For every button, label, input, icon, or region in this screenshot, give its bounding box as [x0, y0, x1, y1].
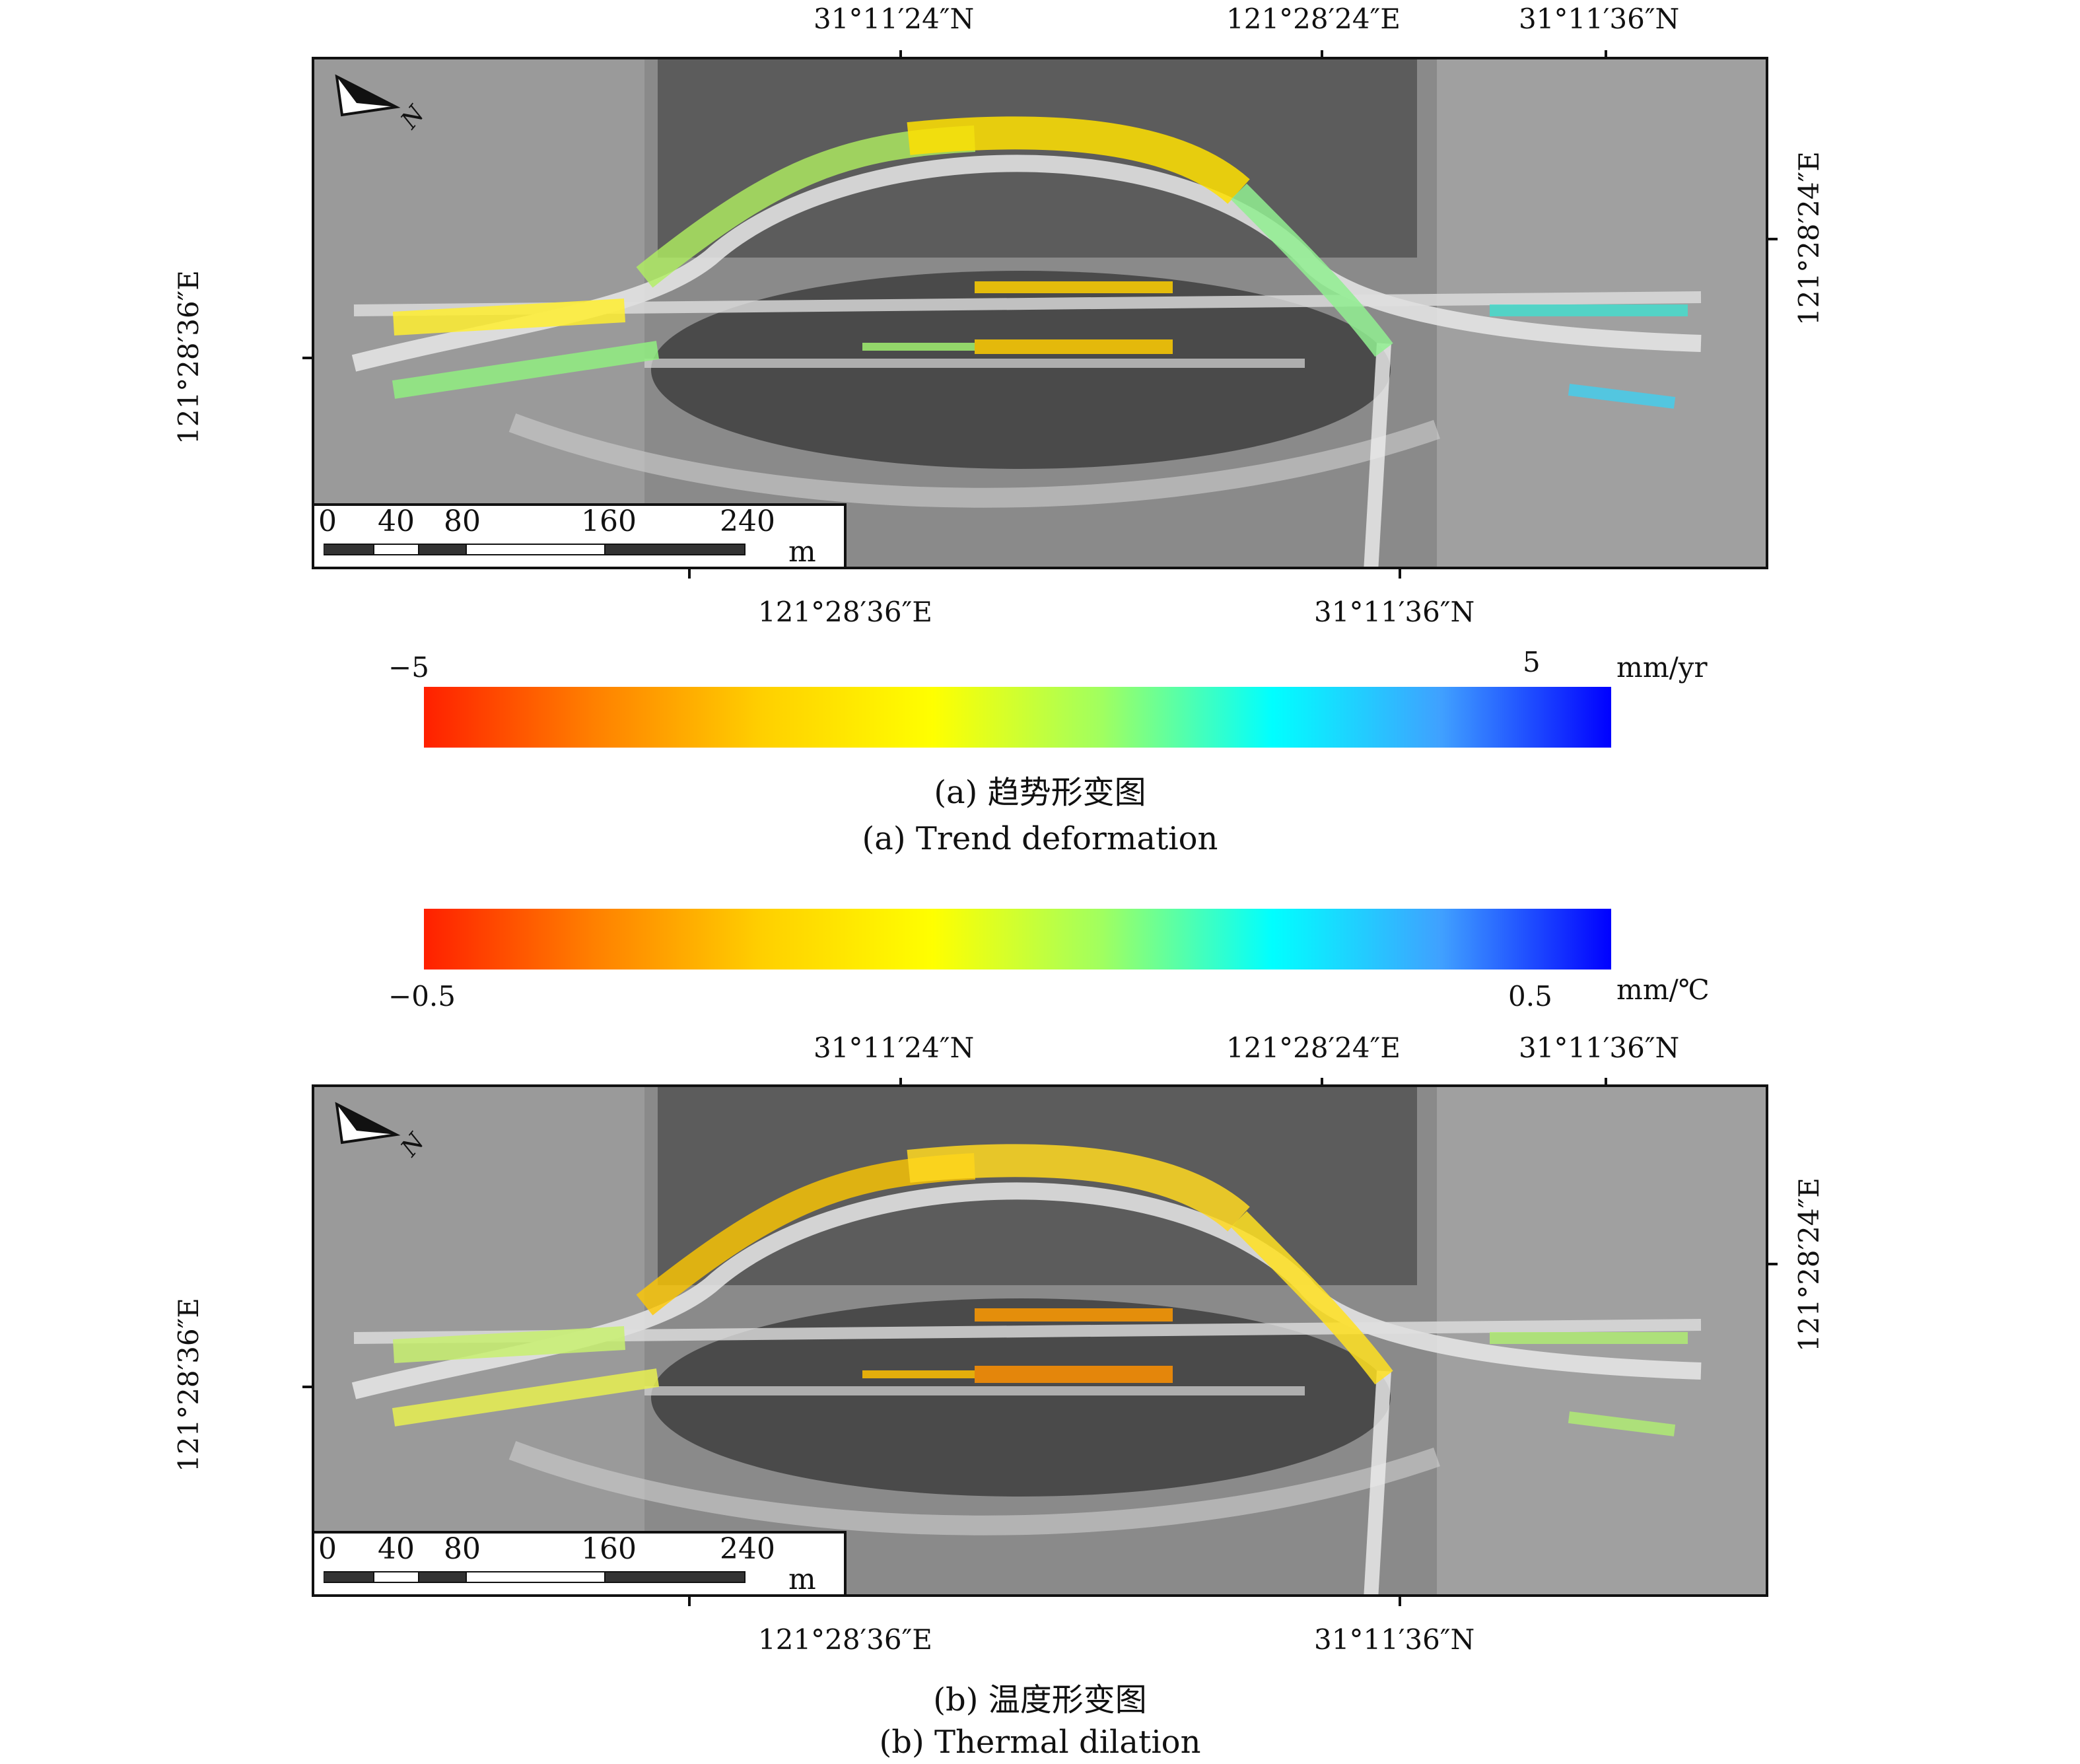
- top-coord-label-3: 31°11′36″N: [1519, 3, 1680, 35]
- tick: [899, 50, 902, 59]
- left-coord-label: 121°28′36″E: [172, 270, 205, 444]
- scale-tick-label: 80: [444, 1532, 481, 1566]
- colorbar-b: [424, 909, 1611, 970]
- caption-en-a: (a) Trend deformation: [862, 820, 1218, 857]
- left-coord-label: 121°28′36″E: [172, 1298, 205, 1472]
- colorbar-min-label: −0.5: [388, 980, 456, 1012]
- tick: [1399, 1597, 1401, 1606]
- scale-bar-graphic: [324, 544, 745, 555]
- colorbar-max-label: 5: [1523, 646, 1541, 678]
- caption-cn-b: (b) 温度形变图: [933, 1681, 1147, 1718]
- top-coord-label-2: 121°28′24″E: [1226, 1032, 1401, 1064]
- bottom-coord-label-2: 31°11′36″N: [1314, 1623, 1475, 1656]
- scale-tick-label: 240: [720, 1532, 775, 1566]
- tick: [1605, 1078, 1607, 1087]
- tick: [302, 1386, 312, 1388]
- top-coord-label-1: 31°11′24″N: [814, 3, 975, 35]
- colorbar-unit: mm/yr: [1616, 651, 1708, 684]
- colorbar-min-label: −5: [388, 651, 429, 684]
- north-arrow-icon: [335, 74, 401, 117]
- sar-map-a: N 0 40 80 160 240 m: [312, 57, 1768, 569]
- top-coord-label-1: 31°11′24″N: [814, 1032, 975, 1064]
- scale-tick-label: 40: [378, 1532, 415, 1566]
- scale-tick-label: 240: [720, 505, 775, 538]
- bottom-coord-label-2: 31°11′36″N: [1314, 596, 1475, 628]
- scale-bar-b: 0 40 80 160 240 m: [314, 1531, 847, 1594]
- scale-unit: m: [788, 535, 816, 569]
- bottom-coord-label-1: 121°28′36″E: [758, 1623, 932, 1656]
- tick: [302, 357, 312, 359]
- scale-tick-label: 0: [318, 505, 337, 538]
- scale-tick-label: 40: [378, 505, 415, 538]
- scale-tick-label: 160: [581, 1532, 637, 1566]
- tick: [1321, 1078, 1323, 1087]
- colorbar-max-label: 0.5: [1508, 980, 1552, 1012]
- tick: [1768, 1263, 1778, 1265]
- sar-map-b: N 0 40 80 160 240 m: [312, 1084, 1768, 1597]
- colorbar-unit: mm/℃: [1616, 973, 1710, 1006]
- sar-image-b: [314, 1087, 1766, 1594]
- scale-tick-label: 80: [444, 505, 481, 538]
- bottom-coord-label-1: 121°28′36″E: [758, 596, 932, 628]
- tick: [688, 1597, 691, 1606]
- caption-cn-a: (a) 趋势形变图: [934, 774, 1146, 811]
- scale-tick-label: 160: [581, 505, 637, 538]
- caption-en-b: (b) Thermal dilation: [879, 1724, 1201, 1761]
- tick: [1399, 569, 1401, 579]
- tick: [1321, 50, 1323, 59]
- right-coord-label: 121°28′24″E: [1793, 151, 1825, 326]
- tick: [1768, 238, 1778, 240]
- top-coord-label-2: 121°28′24″E: [1226, 3, 1401, 35]
- colorbar-a: [424, 687, 1611, 748]
- right-coord-label: 121°28′24″E: [1793, 1178, 1825, 1352]
- tick: [688, 569, 691, 579]
- tick: [899, 1078, 902, 1087]
- scale-bar-a: 0 40 80 160 240 m: [314, 503, 847, 567]
- scale-unit: m: [788, 1563, 816, 1596]
- tick: [1605, 50, 1607, 59]
- top-coord-label-3: 31°11′36″N: [1519, 1032, 1680, 1064]
- scale-bar-graphic: [324, 1571, 745, 1583]
- scale-tick-label: 0: [318, 1532, 337, 1566]
- north-arrow-icon: [335, 1102, 401, 1145]
- sar-image-a: [314, 59, 1766, 567]
